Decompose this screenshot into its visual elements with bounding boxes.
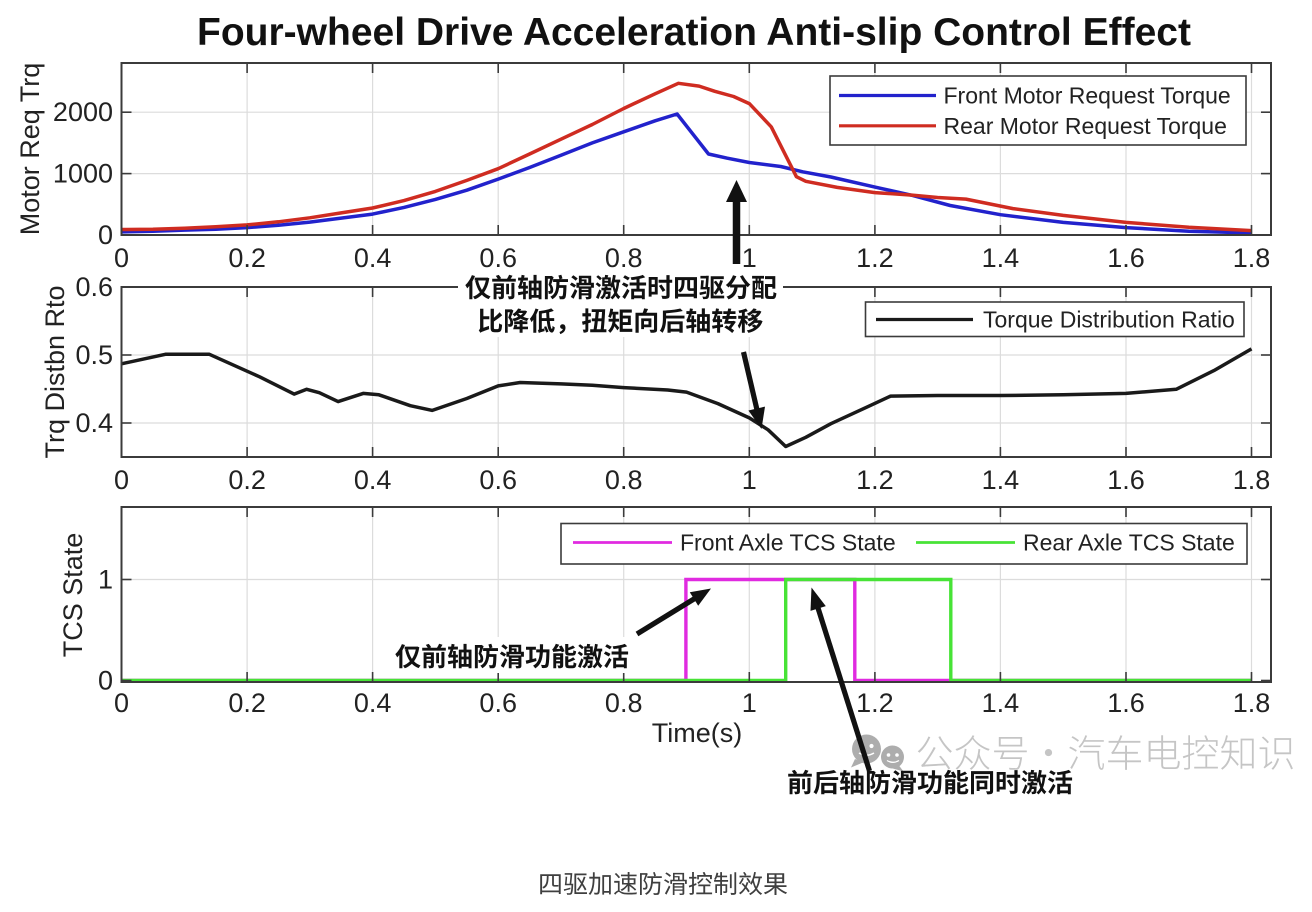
svg-text:Rear Axle TCS State: Rear Axle TCS State: [1023, 530, 1235, 556]
svg-text:0.4: 0.4: [354, 688, 392, 718]
svg-text:Time(s): Time(s): [652, 718, 742, 748]
svg-text:0: 0: [114, 688, 129, 718]
svg-text:0.4: 0.4: [354, 243, 392, 273]
svg-text:0.8: 0.8: [605, 688, 643, 718]
svg-text:0.4: 0.4: [75, 408, 113, 438]
svg-text:0.5: 0.5: [75, 340, 113, 370]
svg-text:1000: 1000: [53, 159, 113, 189]
svg-text:Trq Distbn Rto: Trq Distbn Rto: [40, 285, 70, 458]
svg-text:0.4: 0.4: [354, 465, 392, 495]
svg-text:1.6: 1.6: [1107, 243, 1145, 273]
svg-text:1.8: 1.8: [1233, 688, 1271, 718]
svg-text:0.6: 0.6: [75, 272, 113, 302]
svg-text:1.2: 1.2: [856, 243, 894, 273]
svg-text:1.4: 1.4: [982, 465, 1020, 495]
svg-text:1.4: 1.4: [982, 688, 1020, 718]
svg-text:0.2: 0.2: [228, 688, 266, 718]
svg-text:1.2: 1.2: [856, 465, 894, 495]
svg-text:0: 0: [98, 220, 113, 250]
svg-text:0.2: 0.2: [228, 465, 266, 495]
svg-text:1.4: 1.4: [982, 243, 1020, 273]
svg-text:0.6: 0.6: [479, 465, 517, 495]
svg-text:0: 0: [114, 243, 129, 273]
svg-text:0: 0: [98, 666, 113, 696]
svg-text:0.8: 0.8: [605, 465, 643, 495]
svg-text:0.6: 0.6: [479, 688, 517, 718]
svg-text:0.2: 0.2: [228, 243, 266, 273]
svg-text:1: 1: [742, 243, 757, 273]
svg-text:TCS State: TCS State: [58, 533, 88, 658]
svg-text:Front Axle TCS State: Front Axle TCS State: [680, 530, 896, 556]
svg-text:1.8: 1.8: [1233, 243, 1271, 273]
svg-text:1: 1: [98, 565, 113, 595]
svg-text:1.6: 1.6: [1107, 465, 1145, 495]
svg-text:0.6: 0.6: [479, 243, 517, 273]
svg-text:0.8: 0.8: [605, 243, 643, 273]
svg-text:Rear Motor Request Torque: Rear Motor Request Torque: [944, 113, 1227, 139]
svg-text:Torque Distribution Ratio: Torque Distribution Ratio: [983, 307, 1235, 333]
svg-text:Motor Req Trq: Motor Req Trq: [15, 63, 45, 236]
svg-text:0: 0: [114, 465, 129, 495]
svg-text:2000: 2000: [53, 97, 113, 127]
svg-text:1.6: 1.6: [1107, 688, 1145, 718]
svg-text:1: 1: [742, 688, 757, 718]
svg-text:Front Motor Request Torque: Front Motor Request Torque: [944, 83, 1231, 109]
svg-text:Four-wheel Drive Acceleration: Four-wheel Drive Acceleration Anti-slip …: [197, 11, 1191, 54]
svg-text:1.2: 1.2: [856, 688, 894, 718]
svg-text:1: 1: [742, 465, 757, 495]
svg-text:1.8: 1.8: [1233, 465, 1271, 495]
